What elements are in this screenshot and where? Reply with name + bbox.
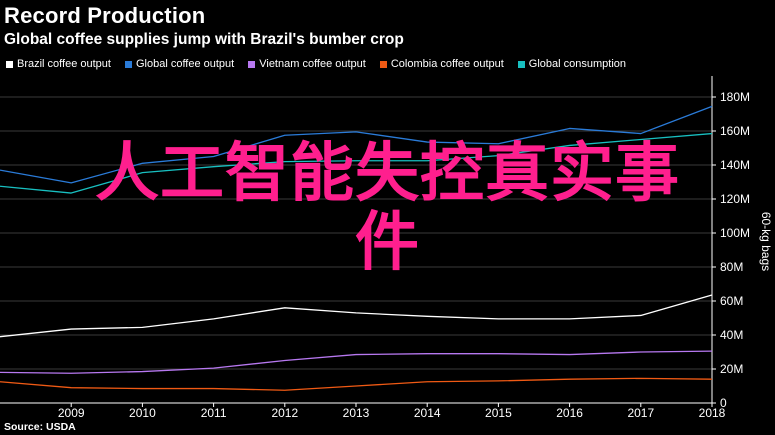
y-tick-label: 180M — [720, 90, 750, 104]
y-tick-label: 0 — [720, 396, 727, 410]
legend-label: Brazil coffee output — [17, 58, 111, 70]
series-line-global-consumption — [0, 132, 713, 194]
y-axis-label: 60-kg bags — [759, 212, 773, 271]
legend-label: Colombia coffee output — [390, 58, 504, 70]
chart-subtitle: Global coffee supplies jump with Brazil'… — [4, 31, 404, 48]
watermark-line-2: 件 — [355, 206, 420, 281]
x-tick-label: 2017 — [627, 406, 654, 420]
y-tick-label: 160M — [720, 124, 750, 138]
legend-item: Brazil coffee output — [6, 58, 111, 70]
legend-label: Global consumption — [528, 58, 627, 70]
legend-swatch — [248, 60, 256, 68]
legend-label: Vietnam coffee output — [259, 58, 366, 70]
y-tick-label: 140M — [720, 158, 750, 172]
legend-swatch — [379, 60, 387, 68]
legend-label: Global coffee output — [135, 58, 235, 70]
legend-item: Global coffee output — [124, 58, 235, 70]
x-tick-label: 2015 — [485, 406, 512, 420]
x-tick-label: 2011 — [201, 406, 227, 420]
series-line-global-coffee-output — [0, 105, 713, 184]
x-tick-label: 2013 — [343, 406, 370, 420]
watermark-overlay: 人工智能失控真实事 件 — [0, 137, 775, 281]
y-tick-label: 40M — [720, 328, 743, 342]
y-tick-label: 100M — [720, 226, 750, 240]
chart-source: Source: USDA — [4, 421, 76, 433]
legend-item: Colombia coffee output — [379, 58, 504, 70]
legend-swatch — [6, 60, 13, 68]
watermark-line-1: 人工智能失控真实事 — [95, 137, 680, 211]
series-line-colombia-coffee-output — [0, 377, 713, 391]
y-tick-label: 20M — [720, 362, 743, 376]
y-tick-label: 80M — [720, 260, 743, 274]
series-line-vietnam-coffee-output — [0, 350, 713, 374]
y-tick-label: 60M — [720, 294, 743, 308]
series-line-brazil-coffee-output — [0, 294, 713, 338]
y-tick-label: 120M — [720, 192, 750, 206]
x-tick-label: 2010 — [129, 406, 156, 420]
x-tick-label: 2012 — [271, 406, 298, 420]
x-tick-label: 2014 — [414, 406, 441, 420]
legend-item: Global consumption — [517, 58, 627, 70]
x-tick-label: 2009 — [58, 406, 85, 420]
legend-item: Vietnam coffee output — [248, 58, 366, 70]
chart-legend: Brazil coffee output Global coffee output… — [6, 58, 626, 70]
legend-swatch — [517, 60, 525, 68]
x-tick-label: 2016 — [556, 406, 583, 420]
chart-title: Record Production — [4, 3, 206, 28]
legend-swatch — [124, 60, 132, 68]
x-tick-label: 2018 — [699, 406, 726, 420]
